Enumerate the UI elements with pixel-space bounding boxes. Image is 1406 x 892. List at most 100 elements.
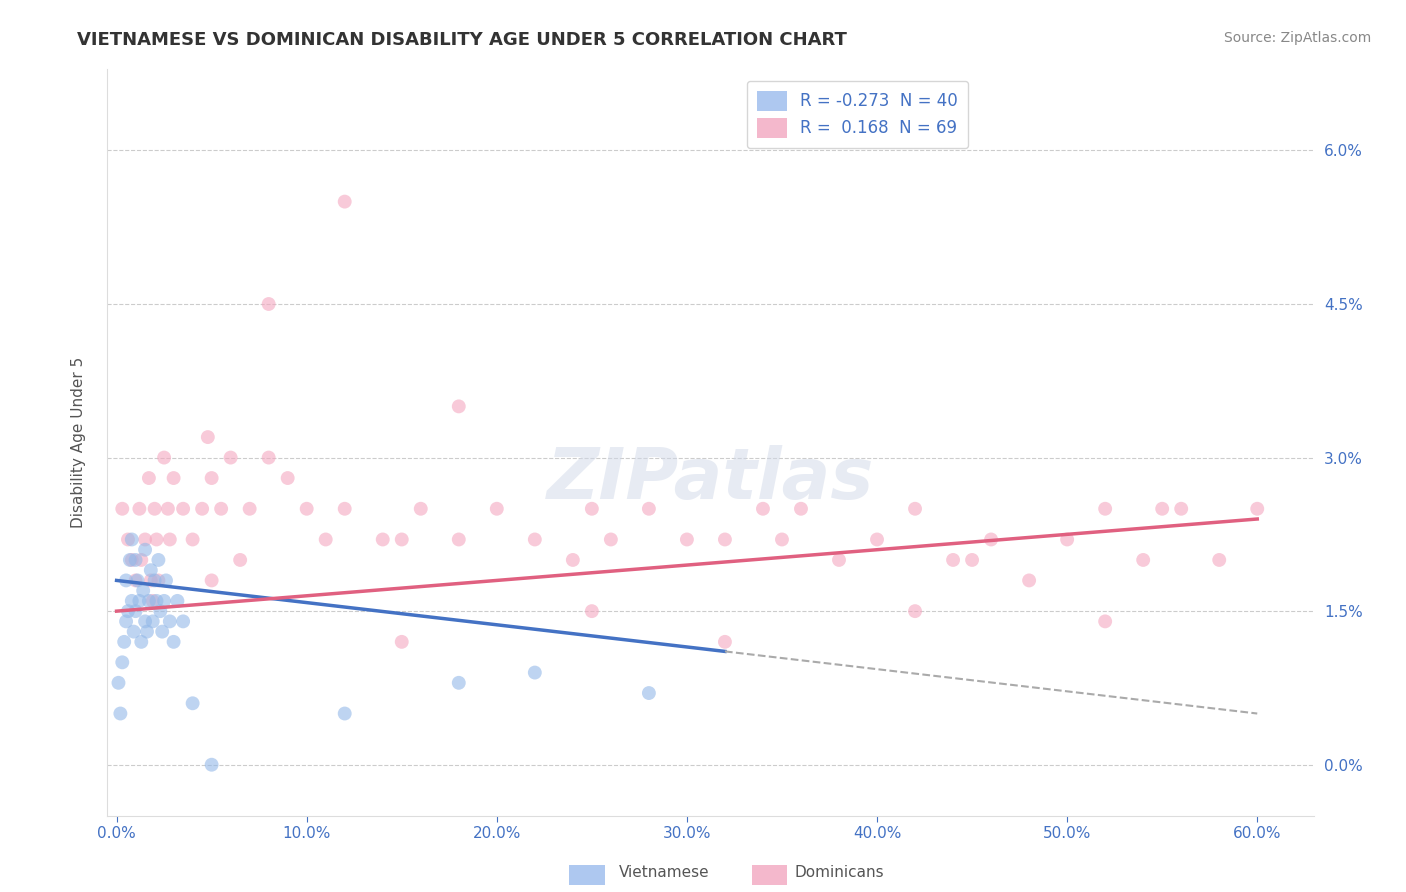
Point xyxy=(676,533,699,547)
Point xyxy=(138,594,160,608)
Point xyxy=(201,471,224,485)
Point xyxy=(409,501,432,516)
Point xyxy=(148,574,170,588)
Point xyxy=(980,533,1002,547)
Point xyxy=(153,594,176,608)
Point xyxy=(110,706,132,721)
Point xyxy=(172,615,194,629)
Point xyxy=(142,594,165,608)
Point xyxy=(145,594,167,608)
Point xyxy=(121,533,143,547)
Point xyxy=(128,594,150,608)
Point xyxy=(391,635,413,649)
Point xyxy=(111,501,134,516)
Point xyxy=(124,604,146,618)
Legend: R = -0.273  N = 40, R =  0.168  N = 69: R = -0.273 N = 40, R = 0.168 N = 69 xyxy=(747,80,967,148)
Point xyxy=(581,501,603,516)
Point xyxy=(904,604,927,618)
Point xyxy=(599,533,621,547)
Point xyxy=(162,635,184,649)
Point xyxy=(581,604,603,618)
Point xyxy=(107,675,129,690)
Point xyxy=(191,501,214,516)
Point xyxy=(136,624,159,639)
Point xyxy=(257,450,280,465)
Point xyxy=(638,501,661,516)
Point xyxy=(1152,501,1174,516)
Text: Dominicans: Dominicans xyxy=(794,865,884,880)
Point xyxy=(153,450,176,465)
Point xyxy=(159,533,181,547)
Point xyxy=(1094,501,1116,516)
Point xyxy=(142,615,165,629)
Point xyxy=(942,553,965,567)
Text: Source: ZipAtlas.com: Source: ZipAtlas.com xyxy=(1223,31,1371,45)
Point xyxy=(229,553,252,567)
Y-axis label: Disability Age Under 5: Disability Age Under 5 xyxy=(72,357,86,528)
Point xyxy=(134,533,156,547)
Text: VIETNAMESE VS DOMINICAN DISABILITY AGE UNDER 5 CORRELATION CHART: VIETNAMESE VS DOMINICAN DISABILITY AGE U… xyxy=(77,31,848,49)
Text: ZIPatlas: ZIPatlas xyxy=(547,445,875,514)
Point xyxy=(143,501,166,516)
Point xyxy=(117,533,139,547)
Point xyxy=(904,501,927,516)
Point xyxy=(139,574,162,588)
Point xyxy=(485,501,508,516)
Point xyxy=(333,194,356,209)
Point xyxy=(960,553,983,567)
Point xyxy=(197,430,219,444)
Point xyxy=(162,471,184,485)
Point xyxy=(129,635,152,649)
Point xyxy=(714,533,737,547)
Point xyxy=(121,553,143,567)
Point xyxy=(333,706,356,721)
Point xyxy=(1056,533,1078,547)
Point xyxy=(790,501,813,516)
Point xyxy=(159,615,181,629)
Point xyxy=(391,533,413,547)
Point xyxy=(117,604,139,618)
Point xyxy=(219,450,242,465)
Point xyxy=(115,574,138,588)
Point xyxy=(172,501,194,516)
Point xyxy=(166,594,188,608)
Text: Vietnamese: Vietnamese xyxy=(619,865,709,880)
Point xyxy=(638,686,661,700)
Point xyxy=(239,501,262,516)
Point xyxy=(201,757,224,772)
Point xyxy=(128,501,150,516)
Point xyxy=(145,533,167,547)
Point xyxy=(143,574,166,588)
Point xyxy=(866,533,889,547)
Point xyxy=(122,624,145,639)
Point xyxy=(447,400,470,414)
Point xyxy=(315,533,337,547)
Point xyxy=(1170,501,1192,516)
Point xyxy=(1094,615,1116,629)
Point xyxy=(112,635,135,649)
Point xyxy=(181,533,204,547)
Point xyxy=(523,665,546,680)
Point xyxy=(121,594,143,608)
Point xyxy=(1246,501,1268,516)
Point xyxy=(770,533,793,547)
Point xyxy=(124,553,146,567)
Point xyxy=(257,297,280,311)
Point xyxy=(447,675,470,690)
Point xyxy=(333,501,356,516)
Point xyxy=(149,604,172,618)
Point xyxy=(139,563,162,577)
Point xyxy=(561,553,583,567)
Point xyxy=(181,696,204,710)
Point xyxy=(523,533,546,547)
Point xyxy=(209,501,232,516)
Point xyxy=(714,635,737,649)
Point xyxy=(132,583,155,598)
Point xyxy=(1018,574,1040,588)
Point xyxy=(138,471,160,485)
Point xyxy=(155,574,177,588)
Point xyxy=(124,574,146,588)
Point xyxy=(129,553,152,567)
Point xyxy=(447,533,470,547)
Point xyxy=(150,624,173,639)
